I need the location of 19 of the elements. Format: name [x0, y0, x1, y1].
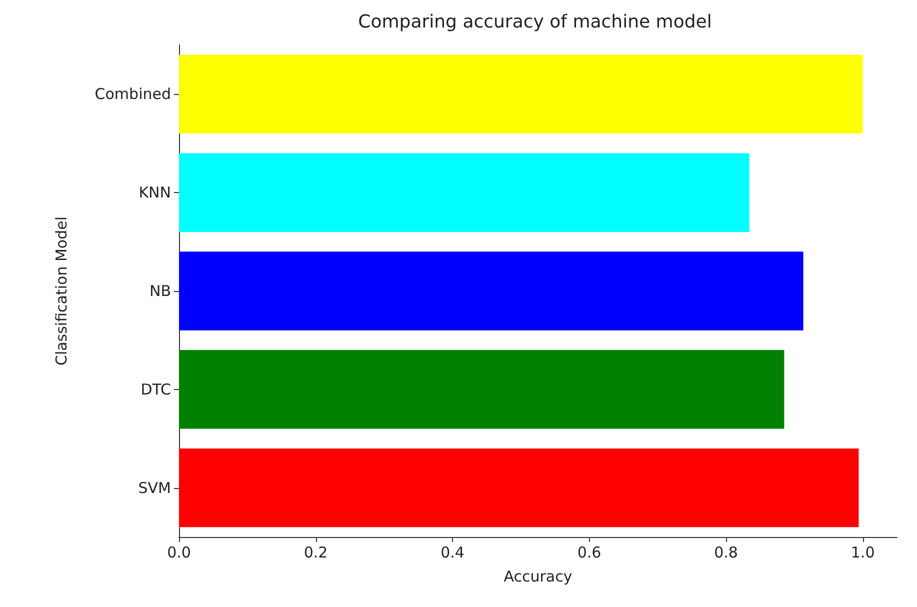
y-axis-title: Classification Model — [52, 216, 70, 366]
chart-title: Comparing accuracy of machine model — [358, 12, 712, 32]
x-axis-title: Accuracy — [504, 568, 572, 586]
y-tick-label: KNN — [138, 184, 171, 202]
x-tick-label: 1.0 — [850, 544, 875, 562]
bar — [179, 54, 863, 134]
x-tick-label: 0.0 — [167, 544, 191, 562]
x-tick-label: 0.2 — [304, 544, 328, 562]
y-tick-label: DTC — [140, 380, 171, 398]
bar — [179, 350, 784, 429]
y-tick-label: Combined — [94, 85, 171, 104]
bar — [179, 252, 804, 330]
x-tick-label: 0.8 — [714, 544, 738, 562]
bar — [179, 153, 750, 232]
y-tick-label: SVM — [138, 478, 171, 497]
y-tick-label: NB — [149, 282, 171, 300]
x-tick-label: 0.4 — [440, 544, 464, 562]
bar — [179, 448, 859, 528]
x-tick-label: 0.6 — [577, 544, 602, 562]
